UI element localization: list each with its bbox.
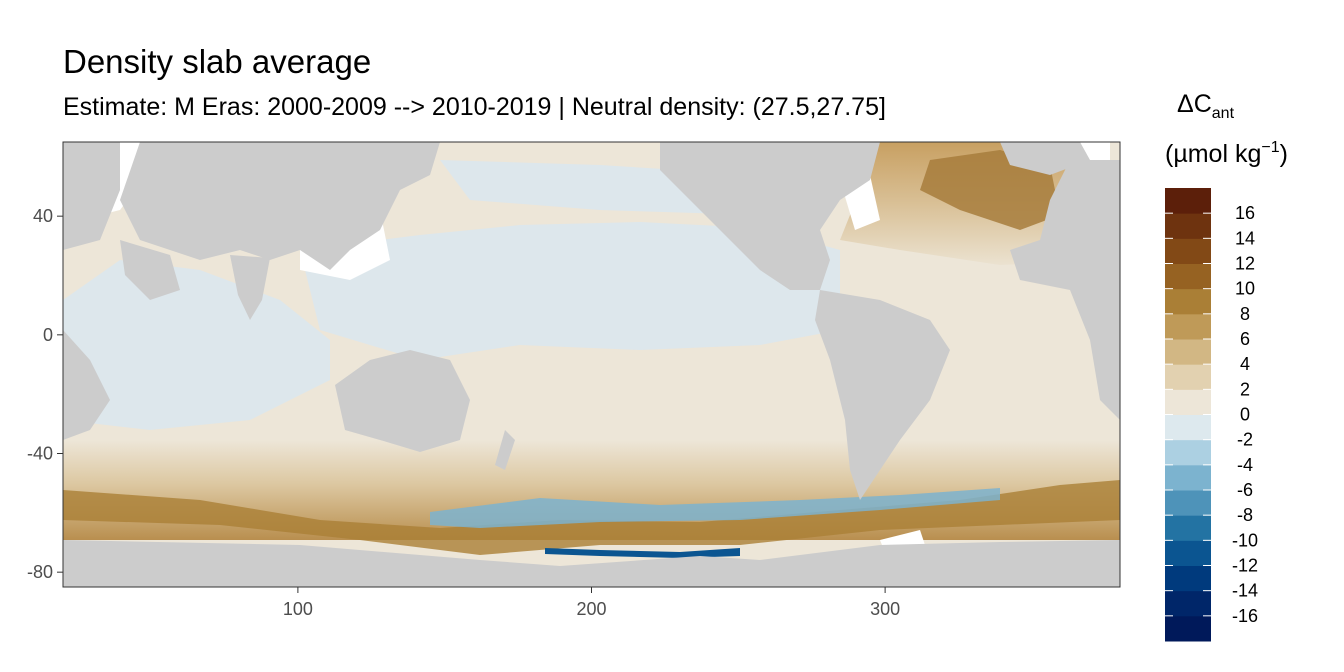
legend-swatch	[1165, 515, 1211, 541]
x-tick-label: 200	[576, 599, 606, 619]
x-tick-label: 300	[870, 599, 900, 619]
legend-title: ΔCant	[1177, 90, 1235, 122]
legend-label: -2	[1237, 430, 1253, 450]
legend-swatch	[1165, 213, 1211, 239]
land-australia	[335, 350, 470, 452]
land	[63, 142, 1120, 587]
legend-label: -10	[1232, 530, 1258, 550]
indian-blue-band	[63, 260, 330, 430]
legend-swatch	[1165, 540, 1211, 566]
chart-title: Density slab average	[63, 43, 372, 80]
land-antarctica	[63, 540, 1120, 587]
legend-labels: 16 14 12 10 8 6 4 2 0 -2 -4 -6 -8 -10 -12 -14 -16	[1165, 203, 1258, 626]
legend-swatch	[1165, 339, 1211, 365]
land-europe-africa	[1010, 160, 1120, 420]
land-india	[230, 255, 270, 320]
x-tick-label: 100	[283, 599, 313, 619]
legend-swatch	[1165, 288, 1211, 315]
y-tick-label: -40	[27, 444, 53, 464]
legend-swatch	[1165, 364, 1211, 390]
legend-label: -4	[1237, 455, 1253, 475]
legend-swatch	[1165, 490, 1211, 516]
legend: ΔCant (µmol kg−1) 16 14 12 10 8 6 4 2 0 -2 -4 -6 -8 -…	[1165, 90, 1288, 642]
chart-subtitle: Estimate: M Eras: 2000-2009 --> 2010-201…	[63, 93, 886, 121]
y-axis: 40 0 -40 -80	[27, 206, 63, 582]
legend-label: 10	[1235, 279, 1255, 299]
legend-label: 2	[1240, 379, 1250, 399]
legend-label: -8	[1237, 505, 1253, 525]
legend-label: 8	[1240, 304, 1250, 324]
legend-label: -12	[1232, 556, 1258, 576]
legend-label: 0	[1240, 405, 1250, 425]
legend-swatch	[1165, 238, 1211, 264]
x-axis: 100 200 300	[283, 587, 900, 619]
legend-swatch	[1165, 439, 1211, 466]
legend-label: -6	[1237, 480, 1253, 500]
map-panel	[63, 142, 1120, 587]
legend-swatch	[1165, 263, 1211, 290]
y-tick-label: -80	[27, 562, 53, 582]
y-tick-label: 0	[43, 325, 53, 345]
legend-label: 6	[1240, 329, 1250, 349]
legend-label: -16	[1232, 606, 1258, 626]
legend-swatch	[1165, 414, 1211, 441]
legend-swatch	[1165, 188, 1211, 214]
legend-unit: (µmol kg−1)	[1165, 139, 1288, 168]
legend-label: 16	[1235, 203, 1255, 223]
legend-swatch	[1165, 313, 1211, 340]
land-north-america	[660, 142, 880, 290]
southern-dark-band	[63, 480, 1120, 555]
legend-swatch	[1165, 590, 1211, 617]
legend-swatch	[1165, 615, 1211, 642]
legend-label: 14	[1235, 228, 1255, 248]
legend-label: 12	[1235, 254, 1255, 274]
land-africa	[63, 142, 120, 250]
y-tick-label: 40	[33, 206, 53, 226]
legend-label: 4	[1240, 354, 1250, 374]
legend-swatch	[1165, 389, 1211, 415]
ross-dark-streak	[545, 548, 740, 558]
legend-label: -14	[1232, 581, 1258, 601]
pacific-blue-band	[300, 222, 840, 360]
land-asia	[120, 142, 440, 270]
legend-swatch	[1165, 464, 1211, 491]
legend-swatch	[1165, 565, 1211, 592]
legend-colorbar	[1165, 188, 1211, 642]
southern-blue-streak	[430, 488, 1000, 528]
land-south-america	[815, 290, 950, 500]
labrador-dark	[920, 150, 1060, 230]
